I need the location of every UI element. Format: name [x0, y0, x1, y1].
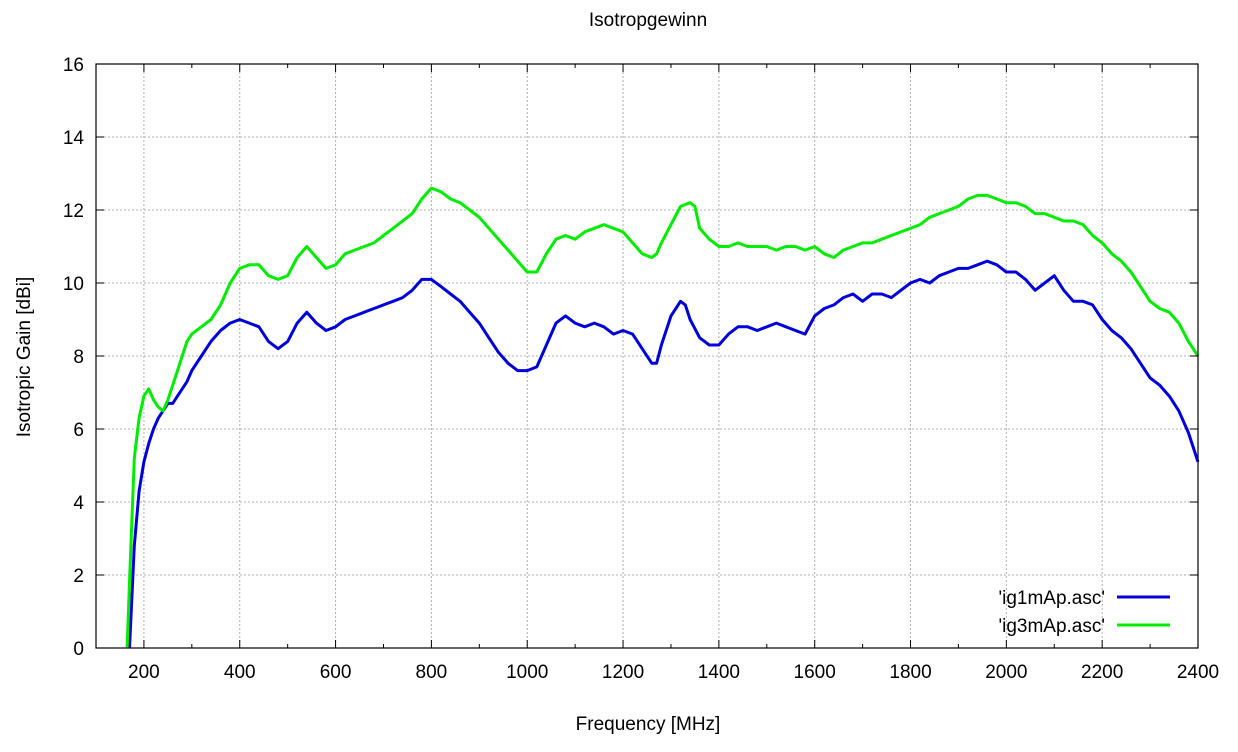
x-tick-label: 600	[320, 662, 352, 683]
x-tick-label: 200	[128, 662, 160, 683]
y-tick-label: 0	[73, 639, 84, 660]
x-tick-label: 1000	[506, 662, 548, 683]
x-tick-label: 1600	[794, 662, 836, 683]
x-tick-label: 1400	[698, 662, 740, 683]
axis-ticks: 200 400 600 800 1000 1200 1400 1600 1800 2000 2200…	[63, 55, 1219, 683]
y-tick-label: 10	[63, 274, 84, 295]
series-line-2	[125, 186, 1200, 649]
series-lines	[125, 186, 1200, 649]
x-tick-label: 1200	[602, 662, 644, 683]
y-tick-label: 14	[63, 128, 85, 149]
y-tick-label: 2	[73, 566, 84, 587]
y-tick-label: 6	[73, 420, 84, 441]
x-tick-label: 2000	[985, 662, 1027, 683]
x-tick-label: 1800	[889, 662, 931, 683]
legend-label: 'ig1mAp.asc'	[998, 588, 1105, 609]
y-tick-label: 16	[63, 55, 84, 76]
legend: 'ig1mAp.asc' 'ig3mAp.asc'	[998, 588, 1170, 637]
x-tick-label: 2400	[1177, 662, 1219, 683]
x-axis-label: Frequency [MHz]	[576, 714, 721, 735]
chart-title: Isotropgewinn	[589, 10, 707, 31]
y-tick-label: 4	[73, 493, 84, 514]
series-line-1	[128, 259, 1200, 649]
legend-label: 'ig3mAp.asc'	[998, 616, 1105, 637]
y-axis-label: Isotropic Gain [dBi]	[14, 277, 35, 438]
x-tick-label: 400	[224, 662, 256, 683]
y-tick-label: 12	[63, 201, 84, 222]
x-tick-label: 800	[416, 662, 448, 683]
y-tick-label: 8	[73, 347, 84, 368]
x-tick-label: 2200	[1081, 662, 1123, 683]
grid	[96, 64, 1198, 648]
